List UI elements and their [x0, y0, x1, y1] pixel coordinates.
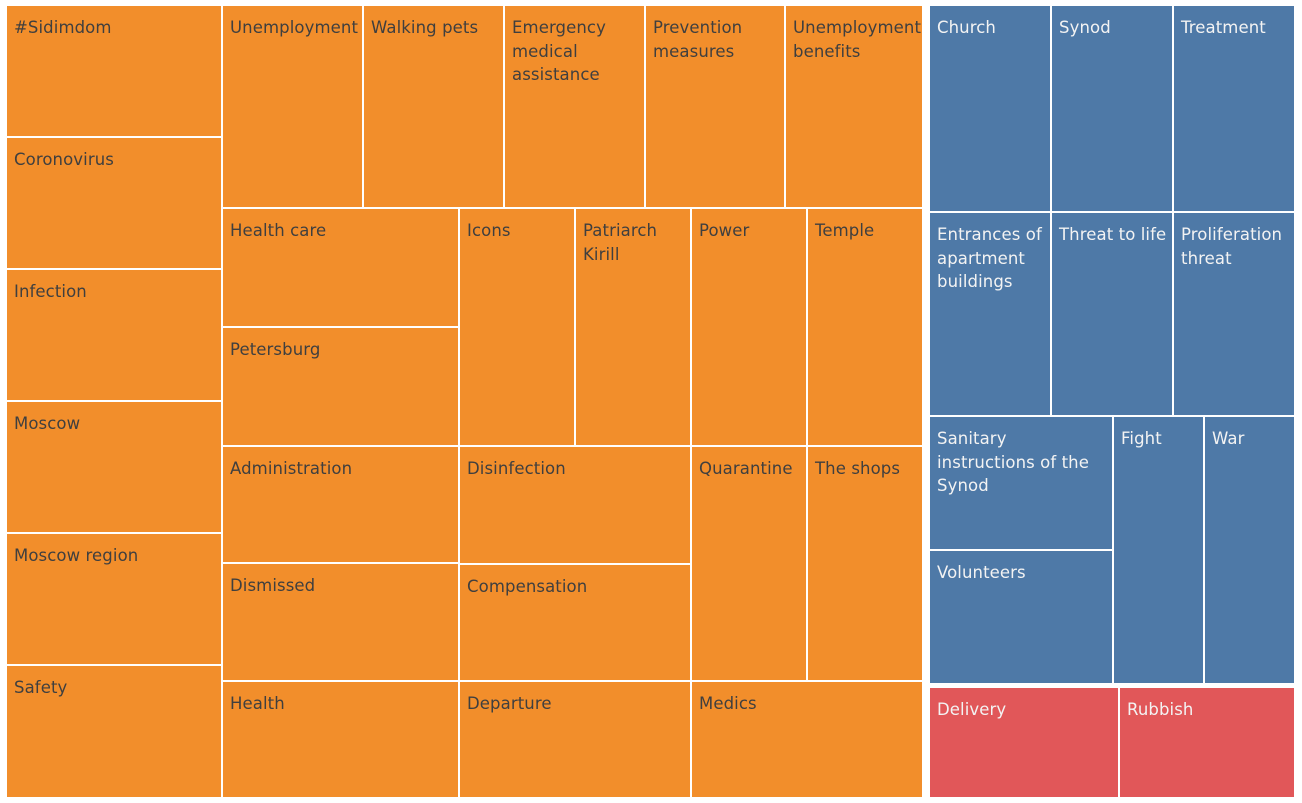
cell-label: Departure	[467, 694, 552, 713]
cell-label: Compensation	[467, 577, 588, 596]
treemap-cell-volunteers[interactable]: Volunteers	[929, 550, 1113, 684]
treemap-cell-temple[interactable]: Temple	[807, 208, 923, 446]
treemap-cell-departure[interactable]: Departure	[459, 681, 691, 798]
treemap-cell-walking-pets[interactable]: Walking pets	[363, 5, 504, 208]
cell-label: Safety	[14, 678, 68, 697]
cell-label: Treatment	[1181, 18, 1266, 37]
treemap-cell-quarantine[interactable]: Quarantine	[691, 446, 807, 681]
cell-label: Walking pets	[371, 18, 479, 37]
cell-label: Icons	[467, 221, 511, 240]
treemap-cell-prevention-measures[interactable]: Prevention measures	[645, 5, 785, 208]
treemap-cell-unemployment-benefits[interactable]: Unemployment benefits	[785, 5, 923, 208]
cell-label: Health	[230, 694, 285, 713]
treemap-cell-sanitary-instructions-of-the-synod[interactable]: Sanitary instructions of the Synod	[929, 416, 1113, 550]
cell-label: Synod	[1059, 18, 1111, 37]
cell-label: Dismissed	[230, 576, 316, 595]
treemap-cell-compensation[interactable]: Compensation	[459, 564, 691, 681]
treemap-cell-the-shops[interactable]: The shops	[807, 446, 923, 681]
treemap-cell-entrances-of-apartment-buildings[interactable]: Entrances of apartment buildings	[929, 212, 1051, 416]
treemap-cell-war[interactable]: War	[1204, 416, 1295, 684]
treemap-cell-delivery[interactable]: Delivery	[929, 687, 1119, 798]
cell-label: Proliferation threat	[1181, 225, 1283, 268]
treemap-cell-unemployment[interactable]: Unemployment	[222, 5, 363, 208]
treemap-cell-dismissed[interactable]: Dismissed	[222, 563, 459, 681]
cell-label: Patriarch Kirill	[583, 221, 658, 264]
cell-label: Unemployment	[230, 18, 359, 37]
treemap-cell-church[interactable]: Church	[929, 5, 1051, 212]
treemap-cell-administration[interactable]: Administration	[222, 446, 459, 563]
cell-label: The shops	[815, 459, 901, 478]
treemap-cell-infection[interactable]: Infection	[6, 269, 222, 401]
cell-label: Sanitary instructions of the Synod	[937, 429, 1089, 495]
cell-label: Health care	[230, 221, 327, 240]
treemap-cell-petersburg[interactable]: Petersburg	[222, 327, 459, 446]
cell-label: War	[1212, 429, 1245, 448]
cell-label: Entrances of apartment buildings	[937, 225, 1042, 291]
cell-label: Power	[699, 221, 750, 240]
cell-label: Administration	[230, 459, 353, 478]
treemap-cell-fight[interactable]: Fight	[1113, 416, 1204, 684]
cell-label: Emergency medical assistance	[512, 18, 606, 84]
treemap-cell-health-care[interactable]: Health care	[222, 208, 459, 327]
treemap-cell-emergency-medical-assistance[interactable]: Emergency medical assistance	[504, 5, 645, 208]
treemap-cell-synod[interactable]: Synod	[1051, 5, 1173, 212]
cell-label: Temple	[815, 221, 875, 240]
cell-label: Threat to life	[1059, 225, 1167, 244]
treemap-cell-safety[interactable]: Safety	[6, 665, 222, 798]
cell-label: Unemployment benefits	[793, 18, 922, 61]
treemap-cell-medics[interactable]: Medics	[691, 681, 923, 798]
treemap-cell-icons[interactable]: Icons	[459, 208, 575, 446]
cell-label: Medics	[699, 694, 757, 713]
treemap-cell-treatment[interactable]: Treatment	[1173, 5, 1295, 212]
treemap-cell-patriarch-kirill[interactable]: Patriarch Kirill	[575, 208, 691, 446]
cell-label: #Sidimdom	[14, 18, 112, 37]
cell-label: Moscow	[14, 414, 81, 433]
treemap-cell-disinfection[interactable]: Disinfection	[459, 446, 691, 564]
treemap-cell-power[interactable]: Power	[691, 208, 807, 446]
cell-label: Fight	[1121, 429, 1162, 448]
treemap-cell-coronovirus[interactable]: Coronovirus	[6, 137, 222, 269]
cell-label: Coronovirus	[14, 150, 114, 169]
cell-label: Infection	[14, 282, 87, 301]
treemap-cell-sidimdom[interactable]: #Sidimdom	[6, 5, 222, 137]
treemap-cell-proliferation-threat[interactable]: Proliferation threat	[1173, 212, 1295, 416]
cell-label: Volunteers	[937, 563, 1026, 582]
treemap-cell-moscow-region[interactable]: Moscow region	[6, 533, 222, 665]
treemap-cell-health[interactable]: Health	[222, 681, 459, 798]
cell-label: Moscow region	[14, 546, 139, 565]
cell-label: Prevention measures	[653, 18, 743, 61]
cell-label: Church	[937, 18, 996, 37]
treemap-cell-threat-to-life[interactable]: Threat to life	[1051, 212, 1173, 416]
treemap-cell-rubbish[interactable]: Rubbish	[1119, 687, 1295, 798]
cell-label: Disinfection	[467, 459, 566, 478]
cell-label: Petersburg	[230, 340, 321, 359]
cell-label: Quarantine	[699, 459, 793, 478]
treemap-cell-moscow[interactable]: Moscow	[6, 401, 222, 533]
cell-label: Delivery	[937, 700, 1007, 719]
cell-label: Rubbish	[1127, 700, 1194, 719]
